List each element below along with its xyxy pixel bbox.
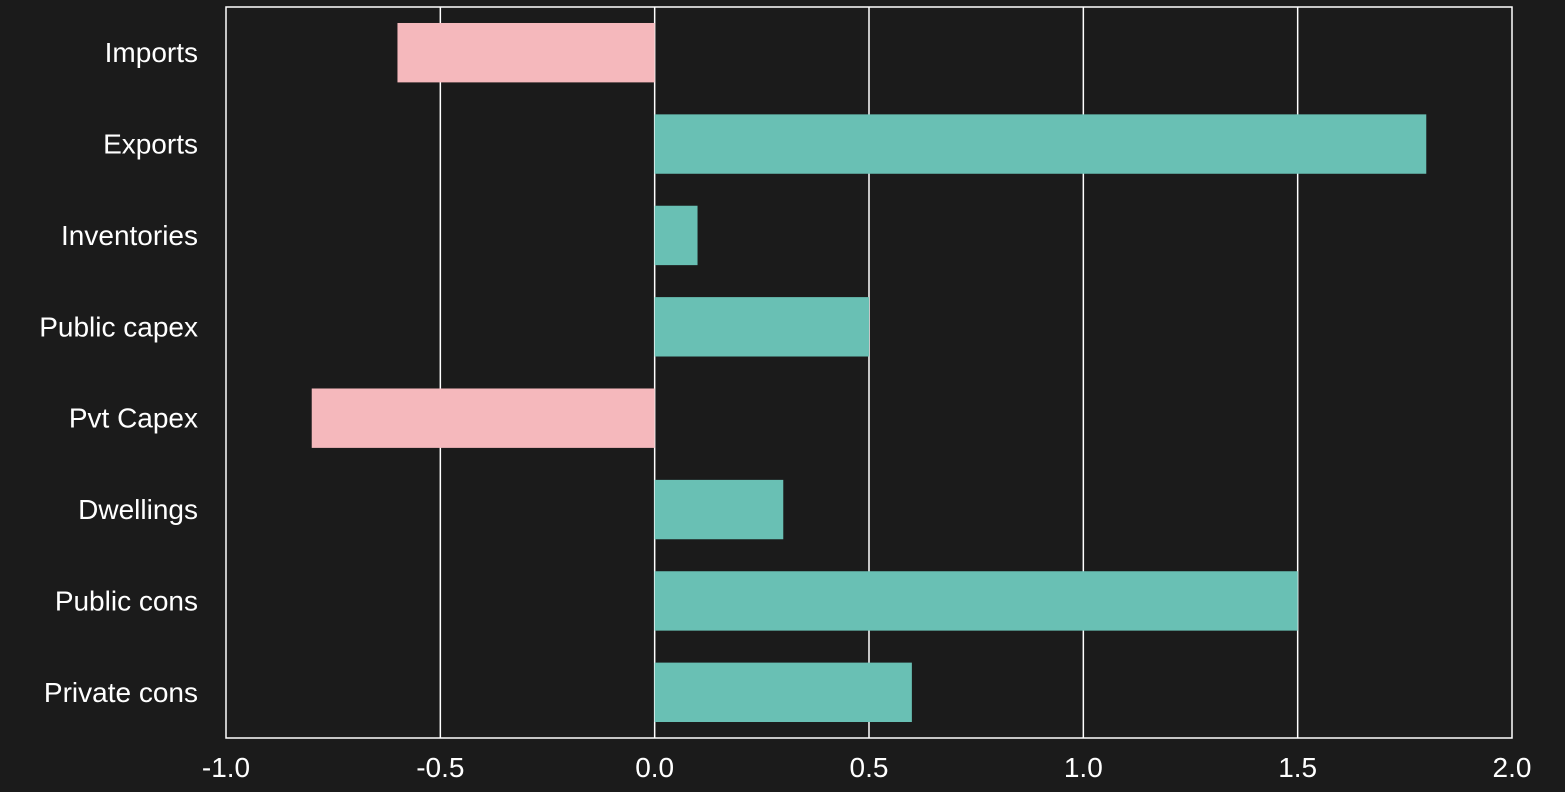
category-label: Exports: [103, 129, 198, 160]
x-tick-label: 1.0: [1064, 752, 1103, 783]
bar-inventories: [654, 205, 698, 266]
category-label: Pvt Capex: [69, 403, 198, 434]
bar-pvt-capex: [311, 388, 655, 448]
plot-frame: [225, 6, 1513, 739]
x-tick-label: -0.5: [416, 752, 464, 783]
bar-exports: [654, 114, 1427, 174]
category-label: Private cons: [44, 677, 198, 708]
x-tick-labels: -1.0 -0.5 0.0 0.5 1.0 1.5 2.0: [202, 752, 1532, 783]
category-labels: Imports Exports Inventories Public capex Pvt…: [39, 37, 198, 708]
x-tick-label: 0.0: [635, 752, 674, 783]
bar-public-cons: [654, 571, 1298, 631]
bars: [311, 22, 1427, 723]
category-label: Inventories: [61, 220, 198, 251]
x-tick-label: 2.0: [1493, 752, 1532, 783]
bar-dwellings: [654, 479, 784, 540]
x-tick-label: -1.0: [202, 752, 250, 783]
category-label: Public cons: [55, 585, 198, 616]
bar-private-cons: [654, 662, 912, 723]
bar-public-capex: [654, 297, 869, 357]
category-label: Dwellings: [78, 494, 198, 525]
x-tick-label: 1.5: [1278, 752, 1317, 783]
bar-imports: [397, 22, 655, 83]
category-label: Public capex: [39, 311, 198, 342]
x-tick-label: 0.5: [850, 752, 889, 783]
category-label: Imports: [105, 37, 198, 68]
